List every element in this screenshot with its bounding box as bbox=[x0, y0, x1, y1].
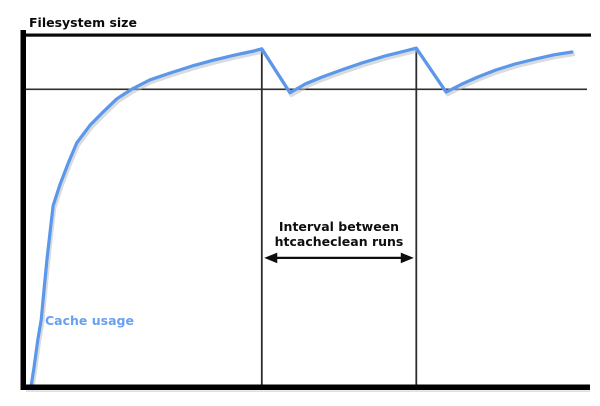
filesystem-size-label: Filesystem size bbox=[29, 15, 137, 30]
cache-usage-label: Cache usage bbox=[45, 313, 134, 328]
filesystem-size-line bbox=[24, 33, 591, 37]
y-axis bbox=[20, 30, 26, 390]
htcacheclean-run-line bbox=[260, 48, 263, 385]
cache-usage-curve bbox=[29, 46, 574, 388]
interval-annotation-line1: Interval between bbox=[279, 219, 399, 234]
htcacheclean-run-lines bbox=[260, 48, 418, 385]
x-axis-shadow bbox=[26, 390, 590, 392]
x-axis bbox=[20, 384, 590, 390]
interval-arrow-right-head bbox=[400, 252, 414, 264]
htcacheclean-run-line bbox=[415, 48, 418, 385]
cache-usage-curve-shadow bbox=[30, 48, 576, 391]
cache-limit-line bbox=[26, 88, 587, 91]
interval-annotation: Interval between htcacheclean runs bbox=[264, 219, 414, 264]
interval-arrow-left-head bbox=[264, 252, 278, 264]
interval-annotation-line2: htcacheclean runs bbox=[275, 234, 404, 249]
